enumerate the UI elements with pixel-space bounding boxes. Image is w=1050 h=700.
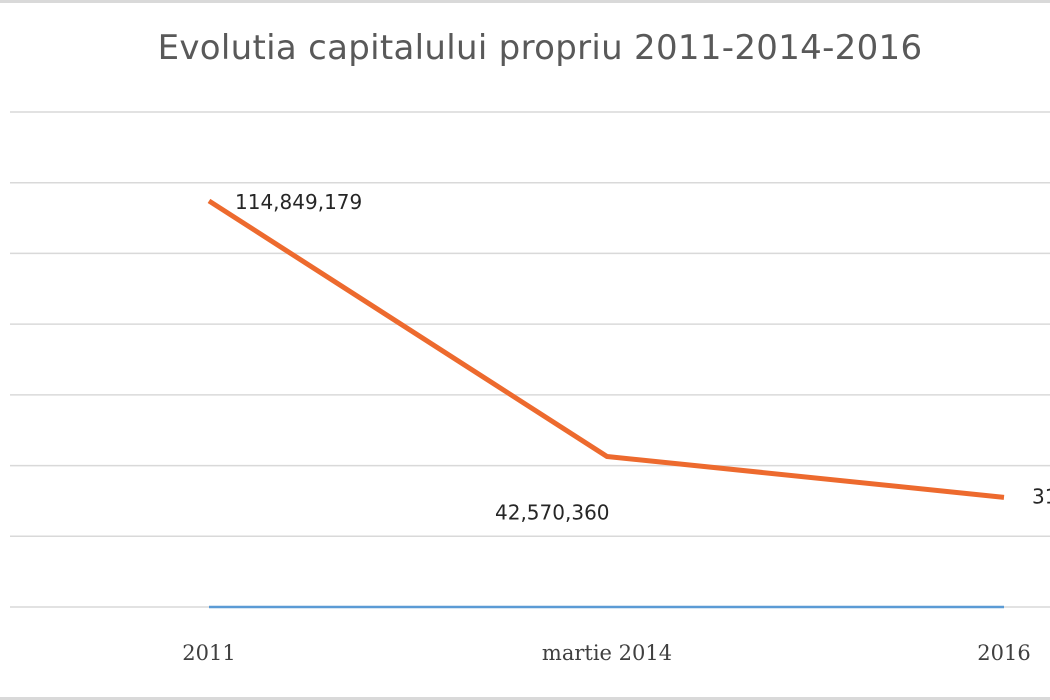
- series-line: [207, 198, 1005, 500]
- x-tick-label: 2016: [977, 641, 1030, 665]
- x-tick-label: martie 2014: [542, 641, 672, 665]
- data-label: 31: [1032, 484, 1050, 508]
- data-label: 42,570,360: [495, 500, 610, 524]
- data-label: 114,849,179: [235, 190, 362, 214]
- x-tick-label: 2011: [182, 641, 235, 665]
- chart-title: Evolutia capitalului propriu 2011-2014-2…: [157, 28, 923, 68]
